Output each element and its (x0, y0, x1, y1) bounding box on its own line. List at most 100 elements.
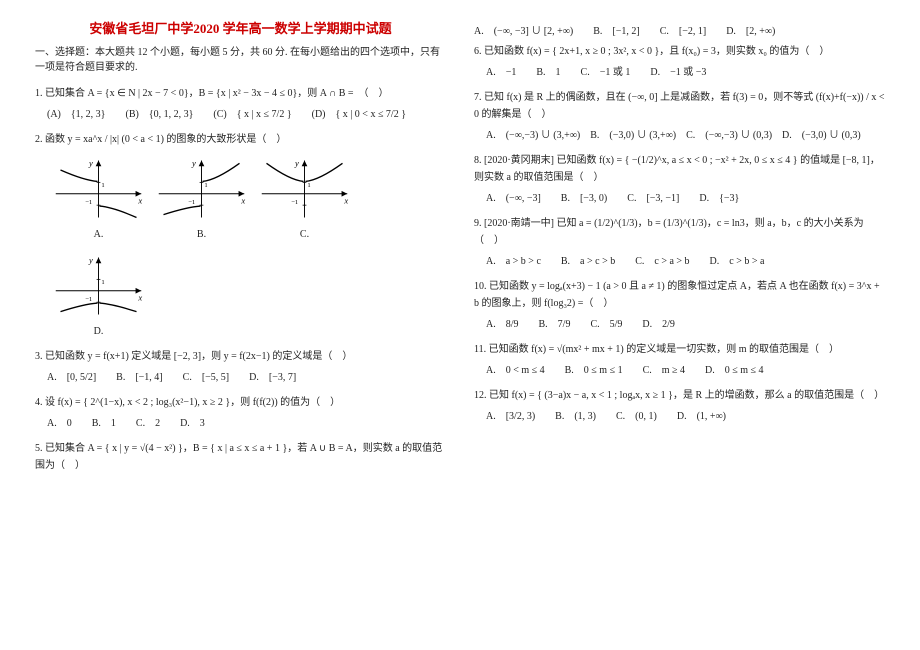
right-column: A. (−∞, −3] ∪ [2, +∞) B. [−1, 2] C. [−2,… (474, 18, 885, 632)
graph-c: x y 1 −1 (257, 154, 352, 224)
q7-opt-b: B. (−3,0) ∪ (3,+∞) (590, 127, 676, 144)
q7-opt-d: D. (−3,0) ∪ (0,3) (782, 127, 861, 144)
q12-opt-d: D. (1, +∞) (677, 408, 726, 425)
graph-a-label: A. (94, 226, 104, 243)
q8-opt-b: B. [−3, 0) (561, 190, 607, 207)
svg-text:x: x (343, 195, 348, 205)
question-11: 11. 已知函数 f(x) = √(mx² + mx + 1) 的定义域是一切实… (474, 341, 885, 379)
question-6: 6. 已知函数 f(x) = { 2x+1, x ≥ 0 ; 3x², x < … (474, 43, 885, 81)
q10-stem: 10. 已知函数 y = logₐ(x+3) − 1 (a > 0 且 a ≠ … (474, 278, 885, 312)
question-10: 10. 已知函数 y = logₐ(x+3) − 1 (a > 0 且 a ≠ … (474, 278, 885, 333)
left-column: 安徽省毛坦厂中学2020 学年高一数学上学期期中试题 一、选择题：本大题共 12… (35, 18, 446, 632)
svg-text:−1: −1 (85, 199, 92, 206)
q11-opt-d: D. 0 ≤ m ≤ 4 (705, 362, 763, 379)
q11-opt-c: C. m ≥ 4 (643, 362, 685, 379)
q10-opt-b: B. 7/9 (539, 316, 571, 333)
q8-stem: 8. [2020·黄冈期末] 已知函数 f(x) = { −(1/2)^x, a… (474, 152, 885, 186)
q11-opt-b: B. 0 ≤ m ≤ 1 (565, 362, 623, 379)
question-3: 3. 已知函数 y = f(x+1) 定义域是 [−2, 3]，则 y = f(… (35, 348, 446, 386)
q4-opt-a: A. 0 (47, 415, 72, 432)
q6-stem: 6. 已知函数 f(x) = { 2x+1, x ≥ 0 ; 3x², x < … (474, 43, 885, 60)
q8-opt-a: A. (−∞, −3] (486, 190, 541, 207)
q11-opt-a: A. 0 < m ≤ 4 (486, 362, 545, 379)
q12-opt-a: A. [3/2, 3) (486, 408, 535, 425)
svg-text:−1: −1 (85, 296, 92, 303)
q12-options: A. [3/2, 3) B. (1, 3) C. (0, 1) D. (1, +… (486, 408, 885, 425)
q4-stem: 4. 设 f(x) = { 2^(1−x), x < 2 ; log₃(x²−1… (35, 394, 446, 411)
q3-opt-c: C. [−5, 5] (183, 369, 229, 386)
q7-opt-c: C. (−∞,−3) ∪ (0,3) (686, 127, 772, 144)
q1-opt-b: (B) {0, 1, 2, 3} (125, 106, 193, 123)
q1-options: (A) {1, 2, 3} (B) {0, 1, 2, 3} (C) { x |… (47, 106, 446, 123)
svg-text:y: y (88, 158, 93, 168)
q5-opt-c: C. [−2, 1] (660, 22, 706, 37)
svg-text:−1: −1 (188, 199, 195, 206)
question-8: 8. [2020·黄冈期末] 已知函数 f(x) = { −(1/2)^x, a… (474, 152, 885, 207)
q9-opt-c: C. c > a > b (635, 253, 689, 270)
q10-opt-d: D. 2/9 (642, 316, 675, 333)
q9-stem: 9. [2020·南靖一中] 已知 a = (1/2)^(1/3)，b = (1… (474, 215, 885, 249)
q7-opt-a: A. (−∞,−3) ∪ (3,+∞) (486, 127, 580, 144)
q5-options: A. (−∞, −3] ∪ [2, +∞) B. [−1, 2] C. [−2,… (474, 22, 885, 37)
graph-b: x y 1 −1 (154, 154, 249, 224)
graph-c-wrap: x y 1 −1 C. (257, 154, 352, 243)
graph-a-wrap: x y 1 −1 A. (51, 154, 146, 243)
q6-opt-a: A. −1 (486, 64, 516, 81)
svg-text:1: 1 (204, 182, 207, 189)
graph-c-label: C. (300, 226, 309, 243)
q4-opt-d: D. 3 (180, 415, 205, 432)
q12-stem: 12. 已知 f(x) = { (3−a)x − a, x < 1 ; logₐ… (474, 387, 885, 404)
graph-b-label: B. (197, 226, 206, 243)
q5-stem: 5. 已知集合 A = { x | y = √(4 − x²) }，B = { … (35, 440, 446, 474)
q9-options: A. a > b > c B. a > c > b C. c > a > b D… (486, 253, 885, 270)
q9-opt-a: A. a > b > c (486, 253, 541, 270)
svg-text:x: x (240, 195, 245, 205)
svg-text:y: y (294, 158, 299, 168)
graph-d-label: D. (94, 323, 104, 340)
q3-stem: 3. 已知函数 y = f(x+1) 定义域是 [−2, 3]，则 y = f(… (35, 348, 446, 365)
q10-options: A. 8/9 B. 7/9 C. 5/9 D. 2/9 (486, 316, 885, 333)
q7-stem: 7. 已知 f(x) 是 R 上的偶函数，且在 (−∞, 0] 上是减函数，若 … (474, 89, 885, 123)
graph-b-wrap: x y 1 −1 B. (154, 154, 249, 243)
q9-opt-b: B. a > c > b (561, 253, 615, 270)
section-intro: 一、选择题：本大题共 12 个小题，每小题 5 分，共 60 分. 在每小题给出… (35, 45, 446, 75)
svg-text:1: 1 (101, 182, 104, 189)
svg-text:1: 1 (307, 182, 310, 189)
q1-stem: 1. 已知集合 A = {x ∈ N | 2x − 7 < 0}，B = {x … (35, 85, 446, 102)
graph-d: x y 1 −1 (51, 251, 146, 321)
q2-stem: 2. 函数 y = xa^x / |x| (0 < a < 1) 的图象的大致形… (35, 131, 446, 148)
question-9: 9. [2020·南靖一中] 已知 a = (1/2)^(1/3)，b = (1… (474, 215, 885, 270)
q8-opt-d: D. {−3} (699, 190, 739, 207)
q5-opt-a: A. (−∞, −3] ∪ [2, +∞) (474, 22, 573, 37)
q9-opt-d: D. c > b > a (710, 253, 765, 270)
q3-opt-b: B. [−1, 4] (116, 369, 162, 386)
exam-title: 安徽省毛坦厂中学2020 学年高一数学上学期期中试题 (35, 18, 446, 37)
q12-opt-b: B. (1, 3) (555, 408, 596, 425)
q11-options: A. 0 < m ≤ 4 B. 0 ≤ m ≤ 1 C. m ≥ 4 D. 0 … (486, 362, 885, 379)
q6-opt-d: D. −1 或 −3 (650, 64, 706, 81)
q4-options: A. 0 B. 1 C. 2 D. 3 (47, 415, 446, 432)
q2-graphs: x y 1 −1 A. x (51, 154, 446, 340)
question-5: 5. 已知集合 A = { x | y = √(4 − x²) }，B = { … (35, 440, 446, 474)
q1-opt-d: (D) { x | 0 < x ≤ 7/2 } (312, 106, 406, 123)
svg-text:y: y (88, 255, 93, 265)
question-12: 12. 已知 f(x) = { (3−a)x − a, x < 1 ; logₐ… (474, 387, 885, 425)
q8-options: A. (−∞, −3] B. [−3, 0) C. [−3, −1] D. {−… (486, 190, 885, 207)
graph-d-wrap: x y 1 −1 D. (51, 251, 146, 340)
q10-opt-c: C. 5/9 (590, 316, 622, 333)
q3-options: A. [0, 5/2] B. [−1, 4] C. [−5, 5] D. [−3… (47, 369, 446, 386)
svg-text:x: x (137, 292, 142, 302)
question-2: 2. 函数 y = xa^x / |x| (0 < a < 1) 的图象的大致形… (35, 131, 446, 340)
q5-opt-b: B. [−1, 2] (593, 22, 639, 37)
q6-opt-b: B. 1 (536, 64, 560, 81)
svg-text:−1: −1 (291, 199, 298, 206)
q1-opt-c: (C) { x | x ≤ 7/2 } (213, 106, 291, 123)
q8-opt-c: C. [−3, −1] (627, 190, 679, 207)
q4-opt-b: B. 1 (92, 415, 116, 432)
q6-options: A. −1 B. 1 C. −1 或 1 D. −1 或 −3 (486, 64, 885, 81)
question-4: 4. 设 f(x) = { 2^(1−x), x < 2 ; log₃(x²−1… (35, 394, 446, 432)
svg-text:x: x (137, 195, 142, 205)
q11-stem: 11. 已知函数 f(x) = √(mx² + mx + 1) 的定义域是一切实… (474, 341, 885, 358)
q12-opt-c: C. (0, 1) (616, 408, 657, 425)
q3-opt-d: D. [−3, 7] (249, 369, 296, 386)
